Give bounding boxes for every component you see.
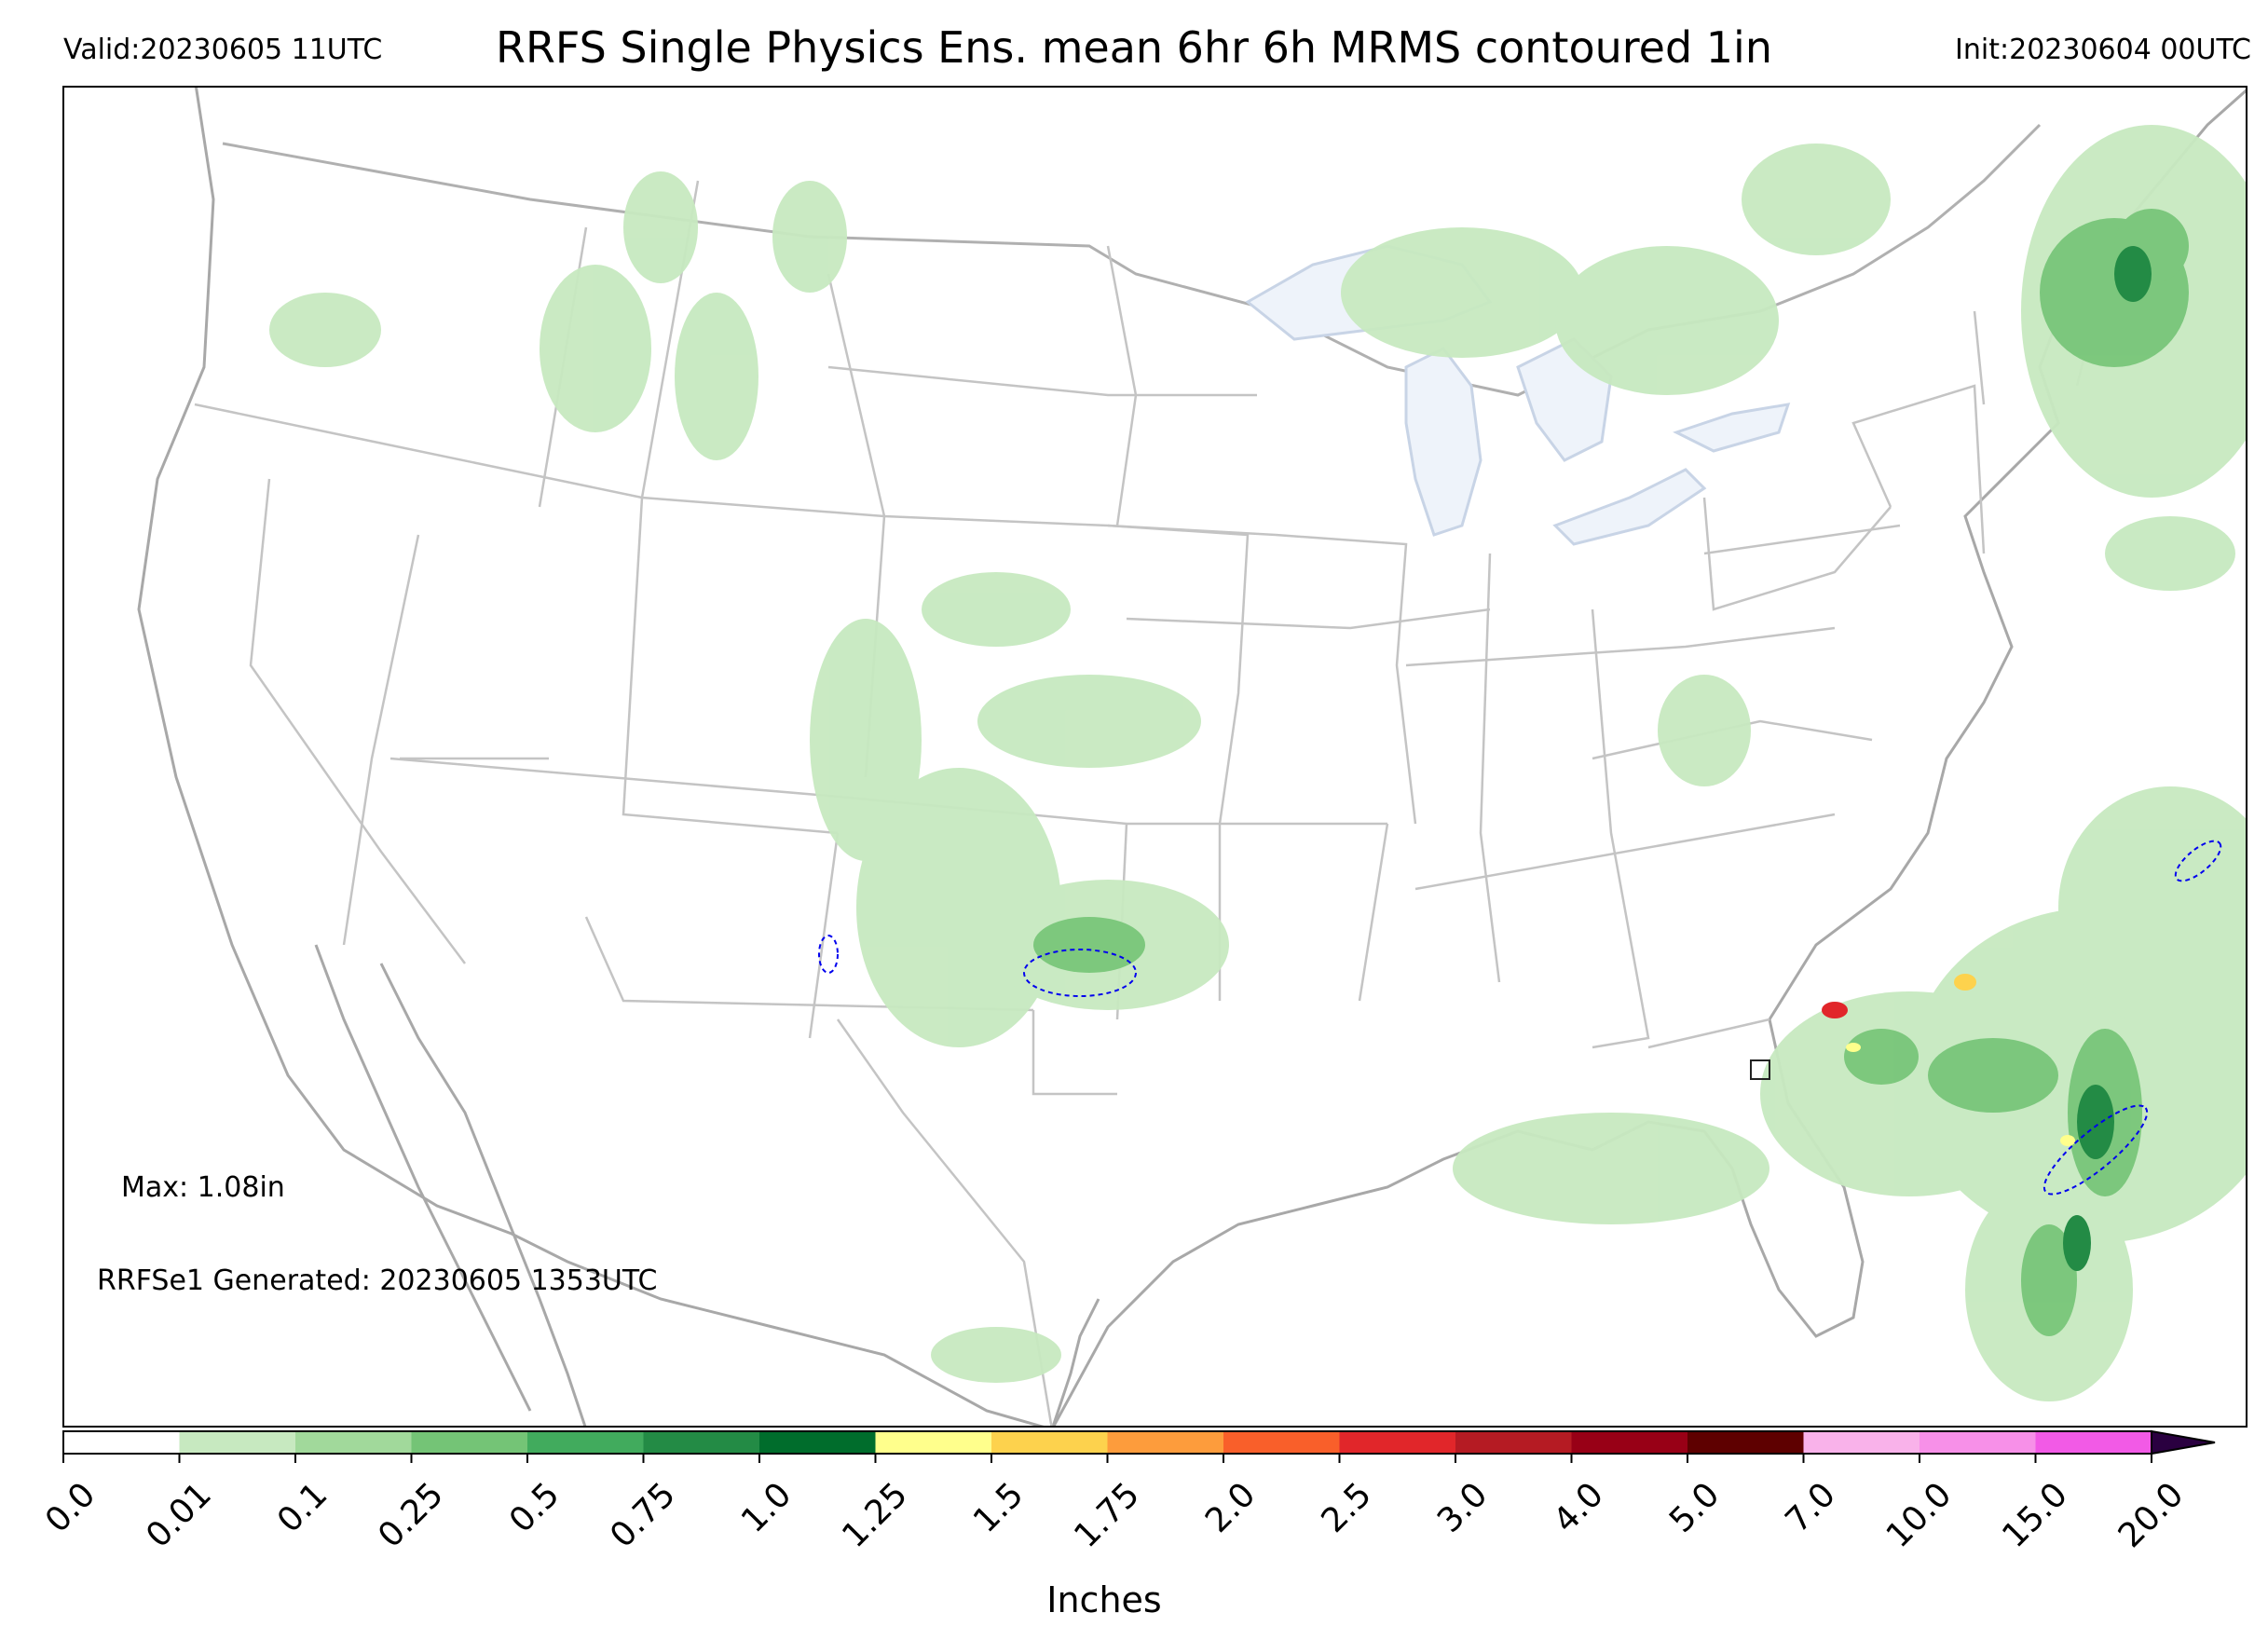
valid-time-label: Valid:20230605 11UTC	[63, 34, 383, 66]
precipitation-map	[62, 86, 2248, 1428]
colorbar-segment	[875, 1431, 992, 1454]
colorbar-tick-label: 0.5	[502, 1475, 567, 1539]
colorbar-tick-label: 0.25	[371, 1475, 451, 1555]
colorbar-segment	[991, 1431, 1108, 1454]
colorbar-tick-label: 7.0	[1778, 1475, 1842, 1539]
colorbar-segment	[1803, 1431, 1920, 1454]
colorbar-tick-label: 5.0	[1662, 1475, 1727, 1539]
colorbar-segment	[63, 1431, 180, 1454]
lake-ontario	[1673, 403, 1791, 453]
colorbar-segment	[1107, 1431, 1224, 1454]
colorbar-segment	[2035, 1431, 2152, 1454]
colorbar-tick-label: 0.1	[270, 1475, 335, 1539]
colorbar-segment	[1223, 1431, 1340, 1454]
colorbar-tick-label: 0.01	[139, 1475, 219, 1555]
colorbar-tick-label: 1.75	[1067, 1475, 1147, 1555]
precip-medium	[1033, 209, 2189, 1336]
mexico-coast	[314, 944, 532, 1412]
colorbar-segment	[1339, 1431, 1456, 1454]
colorbar-tick-label: 1.0	[734, 1475, 799, 1539]
station-box	[1750, 1059, 1770, 1080]
colorbar-segment	[1687, 1431, 1804, 1454]
max-value-label: Max: 1.08in	[121, 1171, 285, 1204]
colorbar-tick-label: 20.0	[2111, 1475, 2192, 1555]
baja-outline	[379, 963, 587, 1426]
colorbar-tick-label: 1.25	[835, 1475, 915, 1555]
colorbar-tick-label: 0.75	[603, 1475, 683, 1555]
mexico-gulf-coast	[1051, 1298, 1100, 1426]
colorbar-tick-label: 3.0	[1430, 1475, 1495, 1539]
colorbar-segment	[1920, 1431, 2036, 1454]
colorbar-tick-label: 10.0	[1879, 1475, 1960, 1555]
lake-erie	[1552, 468, 1707, 546]
colorbar-segment	[295, 1431, 412, 1454]
map-title: RRFS Single Physics Ens. mean 6hr 6h MRM…	[496, 22, 1772, 73]
init-time-label: Init:20230604 00UTC	[1955, 34, 2251, 66]
precip-heavy	[2063, 246, 2152, 1271]
colorbar-tick-label: 4.0	[1546, 1475, 1610, 1539]
colorbar-tick-label: 1.5	[966, 1475, 1031, 1539]
colorbar-tick-label: 2.5	[1314, 1475, 1378, 1539]
colorbar-units-label: Inches	[1046, 1579, 1162, 1620]
mrms-1in-contours	[818, 840, 2222, 1196]
colorbar-segment	[527, 1431, 644, 1454]
precip-max-cores	[1822, 974, 2075, 1146]
colorbar-segment	[411, 1431, 528, 1454]
colorbar: 0.0 0.01 0.1 0.25 0.5 0.75 1.0 1.25 1.5 1.75 2.0 2.…	[38, 1429, 2216, 1555]
colorbar-segment	[1455, 1431, 1572, 1454]
lake-michigan	[1404, 347, 1482, 537]
generated-time-label: RRFSe1 Generated: 20230605 1353UTC	[97, 1264, 658, 1297]
colorbar-tick-label: 0.0	[38, 1475, 102, 1539]
colorbar-tick-label: 2.0	[1198, 1475, 1263, 1539]
colorbar-extend-arrow	[2151, 1429, 2216, 1456]
colorbar-segment	[179, 1431, 296, 1454]
colorbar-tick-label: 15.0	[1995, 1475, 2075, 1555]
colorbar-segment	[1571, 1431, 1688, 1454]
colorbar-segment	[643, 1431, 760, 1454]
precip-light	[269, 125, 2246, 1401]
colorbar-segment	[759, 1431, 876, 1454]
map-canvas	[137, 88, 2246, 1426]
